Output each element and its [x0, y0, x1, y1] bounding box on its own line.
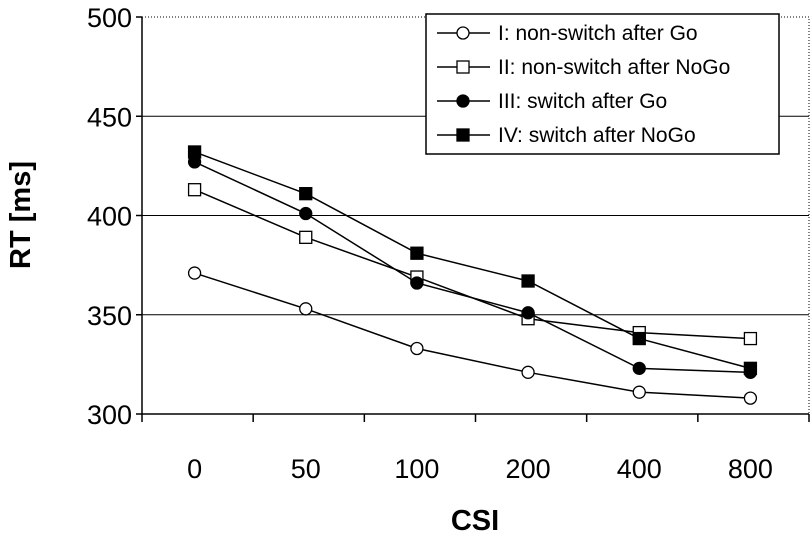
series-layer [187, 145, 758, 405]
legend-entry-4: IV: switch after NoGo [437, 124, 696, 147]
legend-marker-1 [456, 26, 470, 40]
y-tick-label-300: 300 [87, 400, 132, 430]
series-3-line [194, 161, 751, 374]
y-axis-ticks: 300 350 400 450 500 [87, 3, 142, 430]
x-tick-label-200: 200 [506, 454, 551, 484]
legend-label-4: IV: switch after NoGo [498, 124, 696, 147]
legend-entry-1: I: non-switch after Go [437, 22, 698, 45]
x-tick-label-800: 800 [728, 454, 773, 484]
y-tick-label-500: 500 [87, 3, 132, 33]
legend: I: non-switch after Go II: non-switch aft… [425, 13, 780, 155]
series-4-point-200 [521, 274, 535, 288]
legend-entry-2: II: non-switch after NoGo [437, 56, 730, 79]
series-4-point-100 [410, 246, 424, 260]
y-tick-label-450: 450 [87, 102, 132, 132]
series-2-point-50 [299, 230, 313, 244]
x-tick-label-50: 50 [291, 454, 321, 484]
legend-entry-3: III: switch after Go [437, 90, 667, 113]
series-4-point-50 [299, 187, 313, 201]
series-3-point-400 [632, 361, 646, 375]
y-axis-title: RT [ms] [5, 161, 37, 269]
x-tick-label-400: 400 [617, 454, 662, 484]
legend-label-1: I: non-switch after Go [498, 22, 698, 45]
y-tick-label-350: 350 [87, 301, 132, 331]
legend-marker-3 [456, 94, 470, 108]
series-4-point-0 [187, 145, 202, 159]
x-axis-ticks: 0 50 100 200 400 800 [141, 414, 810, 484]
series-4-point-800 [743, 361, 758, 375]
series-2-point-0 [187, 183, 202, 197]
series-4-point-400 [632, 331, 646, 346]
series-1-point-800 [743, 391, 758, 405]
series-3-point-200 [521, 306, 535, 320]
series-3-point-100 [410, 276, 424, 290]
series-3-point-50 [299, 206, 313, 221]
x-tick-label-100: 100 [394, 454, 439, 484]
series-1 [187, 266, 758, 405]
series-1-point-400 [632, 385, 646, 399]
series-2-point-800 [743, 331, 758, 346]
series-1-point-200 [521, 365, 535, 379]
series-4-line [194, 151, 751, 370]
series-1-point-100 [410, 341, 424, 356]
series-2-line [194, 189, 751, 340]
x-axis-title: CSI [451, 505, 499, 537]
series-1-line [194, 272, 751, 399]
series-2 [187, 183, 758, 346]
legend-box [425, 13, 780, 155]
series-1-point-50 [299, 302, 313, 316]
x-tick-label-0: 0 [187, 454, 202, 484]
series-4 [187, 145, 758, 375]
legend-label-2: II: non-switch after NoGo [498, 56, 730, 79]
legend-marker-2 [456, 60, 470, 74]
legend-label-3: III: switch after Go [498, 90, 667, 113]
legend-marker-4 [456, 128, 470, 142]
series-1-point-0 [187, 266, 202, 280]
y-tick-label-400: 400 [87, 202, 132, 232]
